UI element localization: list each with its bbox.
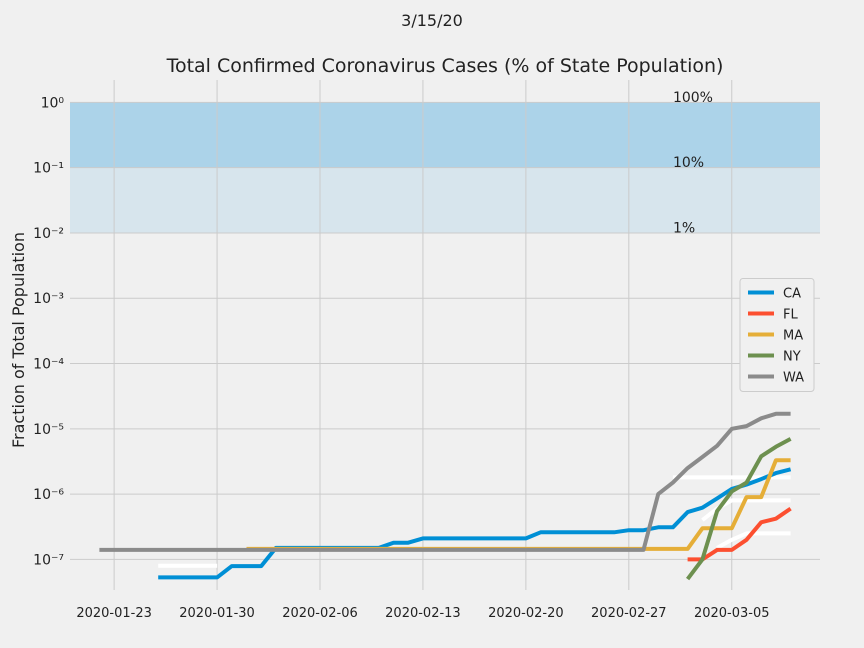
x-tick-label: 2020-01-23 xyxy=(76,606,152,621)
y-tick-label: 10⁻⁷ xyxy=(33,552,64,568)
series-line xyxy=(158,467,792,580)
y-tick-label: 10⁻⁴ xyxy=(33,357,64,373)
suptitle: 3/15/20 xyxy=(401,11,463,30)
y-tick-label: 10⁻⁶ xyxy=(33,487,64,503)
y-tick-label: 10⁻⁵ xyxy=(33,422,64,438)
x-tick-label: 2020-02-20 xyxy=(488,606,564,621)
y-tick-label: 10⁰ xyxy=(41,95,65,111)
series-line xyxy=(716,531,791,550)
x-tick-label: 2020-02-06 xyxy=(282,606,358,621)
x-tick-label: 2020-02-27 xyxy=(591,606,667,621)
band xyxy=(70,167,820,233)
y-tick-label: 10⁻³ xyxy=(33,291,64,307)
x-tick-label: 2020-02-13 xyxy=(385,606,461,621)
annotation: 1% xyxy=(673,220,695,236)
series-line xyxy=(686,437,792,581)
legend-label: CA xyxy=(783,287,801,302)
band xyxy=(70,102,820,168)
y-tick-label: 10⁻² xyxy=(33,226,64,242)
chart-title: Total Confirmed Coronavirus Cases (% of … xyxy=(166,55,724,77)
legend-box xyxy=(739,278,815,392)
series-line xyxy=(99,411,791,552)
y-axis-label: Fraction of Total Population xyxy=(9,232,28,448)
legend-label: FL xyxy=(783,308,798,323)
annotation: 10% xyxy=(673,155,704,171)
annotation: 100% xyxy=(673,90,713,106)
legend-label: WA xyxy=(783,371,804,386)
legend-label: MA xyxy=(783,329,803,344)
x-tick-label: 2020-01-30 xyxy=(179,606,255,621)
x-tick-label: 2020-03-05 xyxy=(694,606,770,621)
y-tick-label: 10⁻¹ xyxy=(33,161,64,177)
legend-label: NY xyxy=(783,350,801,365)
